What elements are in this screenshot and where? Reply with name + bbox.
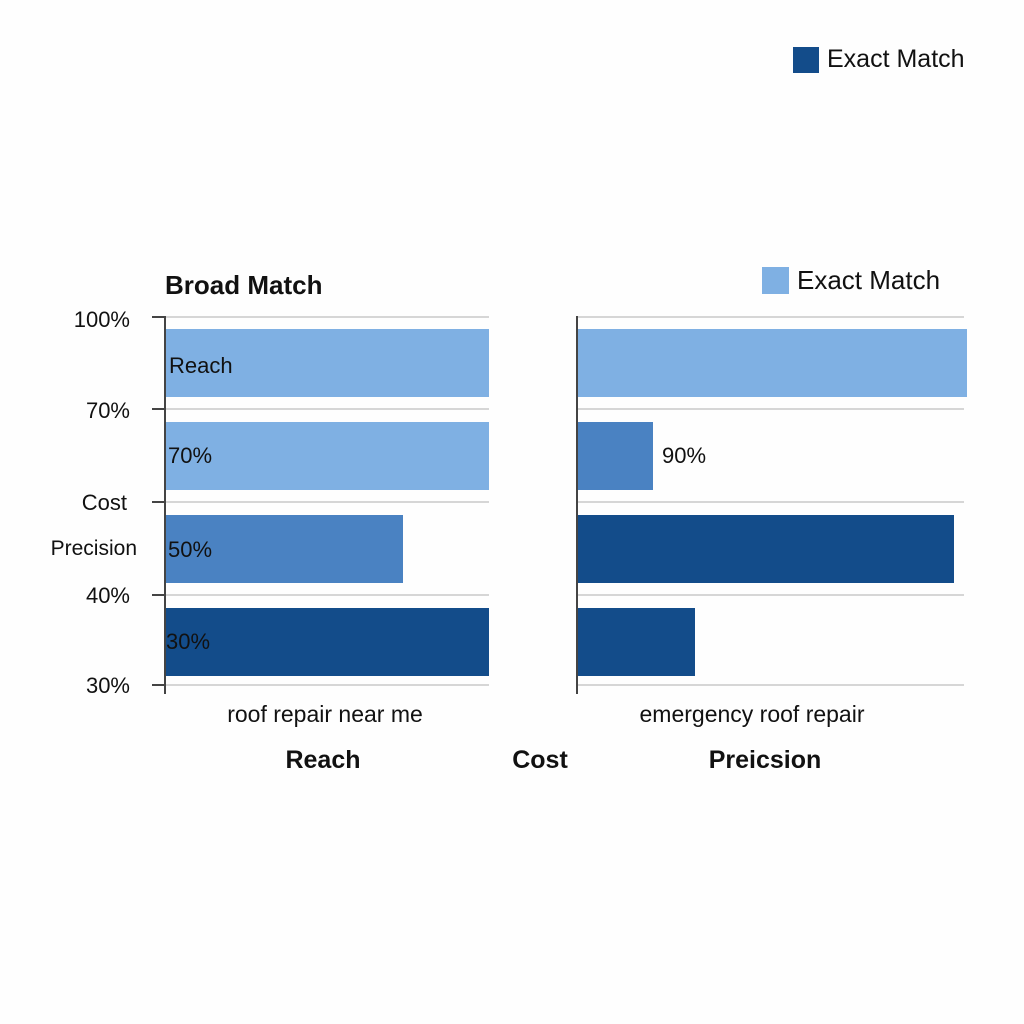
gridline [577, 684, 964, 686]
bar-exact-90 [577, 422, 653, 490]
bar-label: 70% [168, 443, 213, 468]
y-tick [152, 408, 166, 410]
x-group-label-precision: Preicsion [708, 746, 822, 774]
y-tick-label: 100% [73, 307, 130, 332]
bar-30 [165, 608, 489, 676]
gridline [165, 594, 489, 596]
legend-top: Exact Match [793, 45, 965, 74]
bar-70 [165, 422, 489, 490]
bar-exact-3 [577, 515, 954, 583]
bar-exact-1 [577, 329, 967, 397]
y-tick-label: 40% [85, 583, 130, 608]
gridline [165, 408, 489, 410]
gridline [577, 408, 964, 410]
bar-exact-4 [577, 608, 695, 676]
gridline [165, 501, 489, 503]
y-axis [576, 316, 578, 694]
y-tick [152, 316, 166, 318]
y-axis [164, 316, 166, 694]
gridline [577, 501, 964, 503]
y-tick-label: 70% [85, 398, 130, 423]
y-tick-label: 30% [85, 673, 130, 698]
gridline [577, 594, 964, 596]
y-tick-label: Precision [50, 537, 137, 560]
legend-swatch-light [762, 267, 789, 294]
bar-label: 30% [166, 629, 211, 654]
x-group-label-reach: Reach [285, 746, 361, 774]
bar-50 [165, 515, 403, 583]
bar-label: Reach [169, 353, 233, 378]
y-tick [152, 684, 166, 686]
x-category-label: roof repair near me [227, 701, 423, 727]
bar-label: 90% [662, 443, 707, 468]
bar-reach [165, 329, 489, 397]
y-tick [152, 594, 166, 596]
y-tick-label: Cost [81, 490, 127, 515]
gridline [577, 316, 964, 318]
x-group-label-cost: Cost [512, 746, 568, 774]
gridline [165, 316, 489, 318]
gridline [165, 684, 489, 686]
left-panel-title: Broad Match [165, 270, 323, 300]
x-category-label: emergency roof repair [639, 701, 865, 727]
legend-right-panel: Exact Match [762, 265, 940, 296]
legend-label: Exact Match [797, 265, 941, 295]
legend-label: Exact Match [827, 45, 965, 73]
y-tick [152, 501, 166, 503]
bar-label: 50% [168, 537, 213, 562]
legend-swatch-dark [793, 46, 819, 73]
